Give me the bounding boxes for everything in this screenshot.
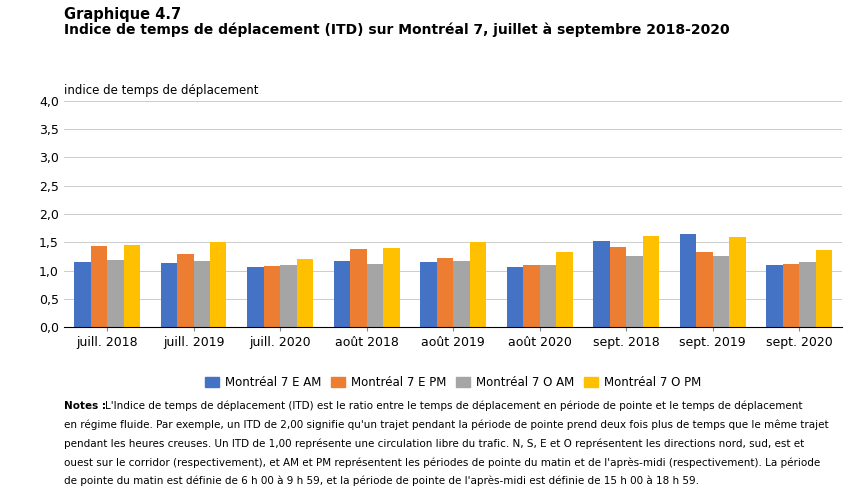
Legend: Montréal 7 E AM, Montréal 7 E PM, Montréal 7 O AM, Montréal 7 O PM: Montréal 7 E AM, Montréal 7 E PM, Montré…: [201, 371, 705, 394]
Bar: [767, 265, 783, 327]
Bar: [783, 264, 799, 327]
Bar: [248, 267, 264, 327]
Bar: [383, 248, 399, 327]
Bar: [74, 262, 91, 327]
Bar: [91, 246, 107, 327]
Bar: [507, 267, 523, 327]
Bar: [193, 261, 210, 327]
Bar: [351, 249, 367, 327]
Bar: [712, 256, 729, 327]
Bar: [799, 262, 815, 327]
Bar: [815, 249, 832, 327]
Bar: [453, 261, 470, 327]
Bar: [177, 253, 193, 327]
Bar: [696, 252, 712, 327]
Bar: [729, 237, 745, 327]
Bar: [470, 242, 486, 327]
Bar: [107, 260, 123, 327]
Bar: [264, 266, 280, 327]
Bar: [161, 263, 177, 327]
Text: Notes :: Notes :: [64, 401, 106, 411]
Bar: [626, 256, 643, 327]
Bar: [540, 265, 556, 327]
Text: L'Indice de temps de déplacement (ITD) est le ratio entre le temps de déplacemen: L'Indice de temps de déplacement (ITD) e…: [105, 401, 802, 411]
Bar: [334, 261, 351, 327]
Bar: [523, 265, 540, 327]
Text: ouest sur le corridor (respectivement), et AM et PM représentent les périodes de: ouest sur le corridor (respectivement), …: [64, 457, 820, 467]
Text: de pointe du matin est définie de 6 h 00 à 9 h 59, et la période de pointe de l': de pointe du matin est définie de 6 h 00…: [64, 476, 699, 486]
Bar: [556, 252, 573, 327]
Text: pendant les heures creuses. Un ITD de 1,00 représente une circulation libre du t: pendant les heures creuses. Un ITD de 1,…: [64, 438, 804, 449]
Bar: [680, 234, 696, 327]
Bar: [123, 245, 140, 327]
Bar: [593, 241, 610, 327]
Bar: [610, 247, 626, 327]
Text: Graphique 4.7: Graphique 4.7: [64, 7, 181, 22]
Bar: [643, 236, 659, 327]
Text: en régime fluide. Par exemple, un ITD de 2,00 signifie qu'un trajet pendant la p: en régime fluide. Par exemple, un ITD de…: [64, 420, 829, 430]
Bar: [280, 265, 296, 327]
Bar: [210, 242, 226, 327]
Bar: [420, 262, 437, 327]
Bar: [367, 264, 383, 327]
Bar: [437, 258, 453, 327]
Text: Indice de temps de déplacement (ITD) sur Montréal 7, juillet à septembre 2018-20: Indice de temps de déplacement (ITD) sur…: [64, 22, 729, 36]
Bar: [296, 259, 313, 327]
Text: indice de temps de déplacement: indice de temps de déplacement: [64, 85, 259, 97]
